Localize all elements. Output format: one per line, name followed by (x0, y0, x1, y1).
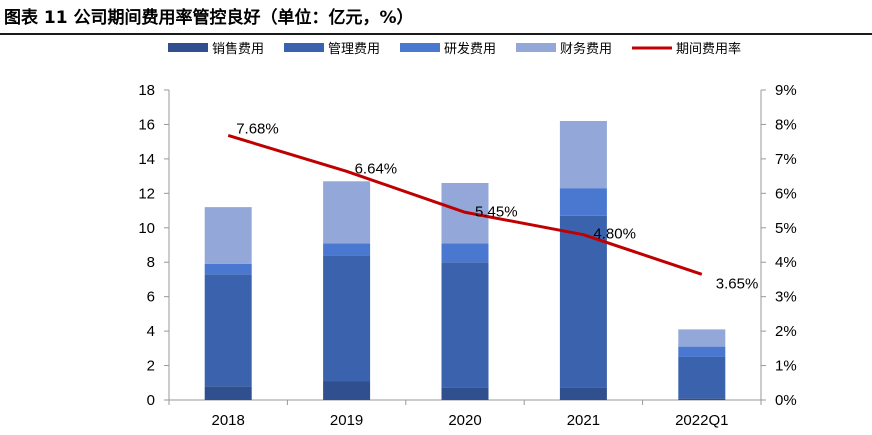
legend-swatch (516, 43, 556, 52)
right-tick-label: 9% (775, 82, 797, 99)
right-tick-label: 8% (775, 116, 797, 133)
bar-segment-4 (323, 181, 371, 244)
left-tick-label: 2 (147, 358, 155, 375)
bar-segment-2 (559, 215, 607, 388)
legend-swatch (168, 43, 208, 52)
right-tick-label: 7% (775, 151, 797, 168)
line-data-label: 3.65% (716, 275, 759, 292)
left-tick-label: 8 (147, 254, 155, 271)
bar-segment-1 (323, 381, 371, 400)
bar-segment-3 (559, 188, 607, 216)
bar-segment-4 (559, 121, 607, 189)
x-tick-label: 2021 (567, 412, 600, 429)
bar-segment-3 (441, 243, 489, 263)
line-data-label: 6.64% (355, 160, 398, 177)
bar-segment-1 (678, 398, 726, 400)
x-tick-label: 2020 (448, 412, 481, 429)
x-tick-label: 2018 (212, 412, 245, 429)
left-tick-label: 0 (147, 392, 155, 409)
chart-title: 图表 11 公司期间费用率管控良好（单位：亿元，%） (4, 8, 414, 28)
bar-segment-1 (441, 387, 489, 400)
bar-segment-1 (559, 387, 607, 400)
legend-label: 期间费用率 (676, 41, 741, 57)
right-tick-label: 3% (775, 289, 797, 306)
x-tick-label: 2019 (330, 412, 363, 429)
x-tick-label: 2022Q1 (675, 412, 728, 429)
right-tick-label: 0% (775, 392, 797, 409)
bar-segment-3 (204, 263, 252, 275)
expense-ratio-line (227, 134, 703, 276)
title-divider (0, 33, 872, 35)
legend-swatch (284, 43, 324, 52)
legend-label: 管理费用 (328, 42, 380, 57)
line-data-label: 4.80% (593, 226, 636, 243)
bar-segment-3 (323, 243, 371, 256)
left-tick-label: 10 (138, 220, 155, 237)
bar-segment-2 (204, 274, 252, 387)
bar-segment-4 (678, 329, 726, 347)
left-tick-label: 12 (138, 185, 155, 202)
left-tick-label: 14 (138, 151, 155, 168)
bar-segment-2 (441, 262, 489, 388)
right-tick-label: 4% (775, 254, 797, 271)
line-data-label: 7.68% (236, 120, 279, 137)
right-tick-label: 5% (775, 220, 797, 237)
right-tick-label: 1% (775, 358, 797, 375)
left-tick-label: 16 (138, 116, 155, 133)
legend-label: 财务费用 (560, 41, 612, 57)
bar-segment-1 (204, 386, 252, 400)
bar-segment-2 (678, 356, 726, 399)
line-data-label: 5.45% (475, 203, 518, 220)
left-tick-label: 18 (138, 82, 155, 99)
legend-label: 销售费用 (212, 41, 264, 57)
left-tick-label: 6 (147, 289, 155, 306)
legend-label: 研发费用 (444, 41, 496, 57)
bar-segment-3 (678, 346, 726, 357)
bar-segment-2 (323, 255, 371, 382)
left-tick-label: 4 (147, 323, 155, 340)
right-tick-label: 2% (775, 323, 797, 340)
bar-segment-4 (204, 207, 252, 264)
legend-swatch (400, 43, 440, 52)
right-tick-label: 6% (775, 185, 797, 202)
